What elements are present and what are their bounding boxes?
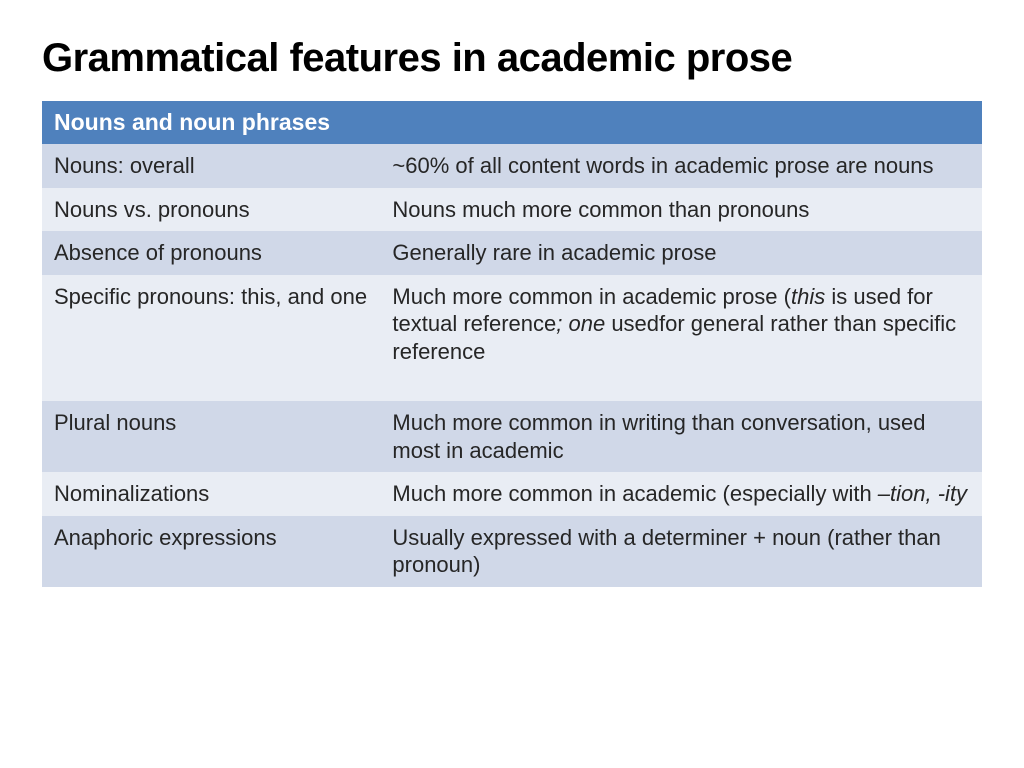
- table-cell-right: Nouns much more common than pronouns: [380, 188, 982, 232]
- table-row: Absence of pronounsGenerally rare in aca…: [42, 231, 982, 275]
- text-run: Much more common in academic prose (: [392, 284, 791, 309]
- table-cell-left: Specific pronouns: this, and one: [42, 275, 380, 402]
- table-header-row: Nouns and noun phrases: [42, 101, 982, 144]
- table-row: Nouns: overall~60% of all content words …: [42, 144, 982, 188]
- table-cell-right: Much more common in academic (especially…: [380, 472, 982, 516]
- table-header-left: Nouns and noun phrases: [42, 101, 380, 144]
- table-row: Nouns vs. pronounsNouns much more common…: [42, 188, 982, 232]
- table-cell-right: Much more common in writing than convers…: [380, 401, 982, 472]
- table-cell-right: Usually expressed with a determiner + no…: [380, 516, 982, 587]
- table-cell-right: Generally rare in academic prose: [380, 231, 982, 275]
- table-cell-left: Plural nouns: [42, 401, 380, 472]
- slide: Grammatical features in academic prose N…: [0, 0, 1024, 768]
- table-cell-right: Much more common in academic prose (this…: [380, 275, 982, 402]
- italic-text: this: [791, 284, 825, 309]
- table-cell-left: Nouns: overall: [42, 144, 380, 188]
- features-table: Nouns and noun phrases Nouns: overall~60…: [42, 101, 982, 587]
- table-row: Specific pronouns: this, and oneMuch mor…: [42, 275, 982, 402]
- text-run: Much more common in academic (especially…: [392, 481, 877, 506]
- table-row: Plural nounsMuch more common in writing …: [42, 401, 982, 472]
- table-cell-left: Absence of pronouns: [42, 231, 380, 275]
- table-cell-left: Nominalizations: [42, 472, 380, 516]
- page-title: Grammatical features in academic prose: [42, 36, 982, 81]
- italic-text: –tion, -ity: [878, 481, 967, 506]
- table-cell-left: Nouns vs. pronouns: [42, 188, 380, 232]
- table-row: Anaphoric expressionsUsually expressed w…: [42, 516, 982, 587]
- table-row: Nominalizations Much more common in acade…: [42, 472, 982, 516]
- table-cell-right: ~60% of all content words in academic pr…: [380, 144, 982, 188]
- table-cell-left: Anaphoric expressions: [42, 516, 380, 587]
- italic-text: ; one: [556, 311, 605, 336]
- table-header-right: [380, 101, 982, 144]
